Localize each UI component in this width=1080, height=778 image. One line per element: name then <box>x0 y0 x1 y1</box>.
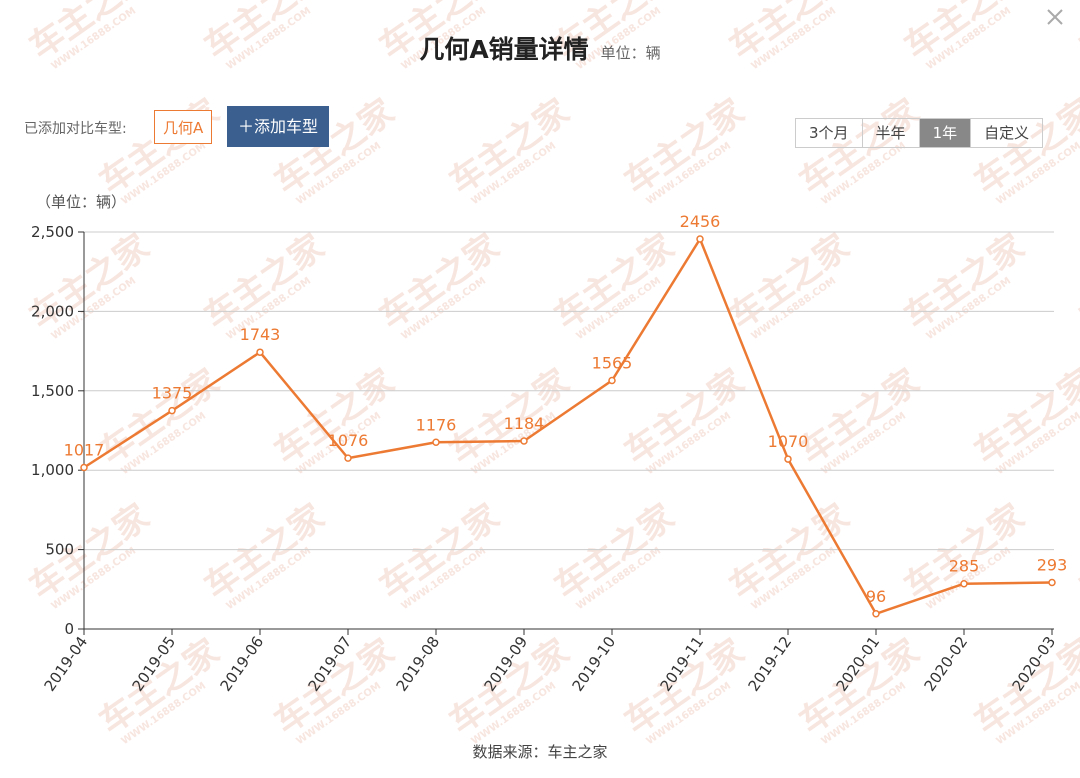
data-label: 1070 <box>768 432 809 451</box>
svg-text:车主之家: 车主之家 <box>372 227 506 338</box>
x-tick-label: 2019-10 <box>569 633 620 695</box>
svg-text:车主之家: 车主之家 <box>92 92 226 203</box>
data-point[interactable] <box>608 376 616 385</box>
data-point[interactable] <box>80 463 88 472</box>
data-point[interactable] <box>256 348 264 356</box>
svg-text:车主之家: 车主之家 <box>22 497 156 608</box>
y-tick-label: 2,500 <box>31 223 74 241</box>
svg-text:车主之家: 车主之家 <box>22 227 156 338</box>
y-tick-label: 1,000 <box>31 461 74 479</box>
x-tick-label: 2020-02 <box>921 633 972 695</box>
svg-text:车主之家: 车主之家 <box>722 227 856 338</box>
compare-models-label: 已添加对比车型: <box>24 121 127 137</box>
data-label: 1176 <box>416 415 457 434</box>
range-button-half-year[interactable]: 半年 <box>863 119 920 147</box>
svg-text:车主之家: 车主之家 <box>1072 0 1080 67</box>
series-layer <box>80 235 1056 618</box>
data-point[interactable] <box>432 438 440 447</box>
svg-text:车主之家: 车主之家 <box>197 227 331 338</box>
svg-text:车主之家: 车主之家 <box>1072 497 1080 608</box>
data-label: 1017 <box>64 441 105 460</box>
x-tick-label: 2019-04 <box>41 633 92 695</box>
header: 几何A销量详情 单位：辆 <box>0 30 1080 66</box>
svg-text:车主之家: 车主之家 <box>617 362 751 473</box>
svg-text:车主之家: 车主之家 <box>897 497 1031 608</box>
y-tick-label: 500 <box>45 541 74 559</box>
compare-model-tag[interactable]: 几何A <box>154 110 213 144</box>
data-point[interactable] <box>168 406 176 415</box>
grid-layer <box>84 231 1054 551</box>
data-label: 285 <box>949 557 980 576</box>
data-label: 2456 <box>680 212 721 231</box>
y-tick-label: 1,500 <box>31 382 74 400</box>
svg-text:车主之家: 车主之家 <box>92 362 226 473</box>
y-tick-label: 0 <box>64 620 74 638</box>
time-range-selector: 3个月 半年 1年 自定义 <box>795 118 1044 148</box>
svg-text:车主之家: 车主之家 <box>792 362 926 473</box>
svg-text:车主之家: 车主之家 <box>267 362 401 473</box>
data-label: 1743 <box>240 325 281 344</box>
data-source-note: 数据来源：车主之家 <box>472 743 608 761</box>
data-point[interactable] <box>960 579 968 588</box>
data-point[interactable] <box>784 455 792 463</box>
range-button-1-year[interactable]: 1年 <box>919 119 972 147</box>
svg-text:车主之家: 车主之家 <box>897 227 1031 338</box>
data-label: 1565 <box>592 353 633 372</box>
svg-text:车主之家: 车主之家 <box>617 92 751 203</box>
close-icon[interactable] <box>1044 6 1066 28</box>
x-tick-label: 2019-12 <box>745 633 796 695</box>
data-label: 1184 <box>504 414 545 433</box>
data-label: 293 <box>1037 555 1068 574</box>
svg-text:车主之家: 车主之家 <box>1072 227 1080 338</box>
y-axis-unit-label: （单位：辆） <box>36 193 126 211</box>
add-model-button[interactable]: ＋添加车型 <box>227 106 329 147</box>
y-tick-label: 2,000 <box>31 302 74 320</box>
svg-text:车主之家: 车主之家 <box>547 227 681 338</box>
svg-text:车主之家: 车主之家 <box>547 497 681 608</box>
page-title: 几何A销量详情 <box>419 35 589 64</box>
range-button-3-months[interactable]: 3个月 <box>796 119 863 147</box>
data-label-layer: 1017 1375 1743 1076 1176 1184 1565 2456 1070 96 28… <box>64 212 1068 606</box>
range-button-custom[interactable]: 自定义 <box>984 124 1030 142</box>
svg-text:车主之家: 车主之家 <box>372 497 506 608</box>
data-point[interactable] <box>872 610 880 618</box>
data-point[interactable] <box>344 454 352 462</box>
data-label: 96 <box>866 587 886 606</box>
svg-text:车主之家: 车主之家 <box>197 497 331 608</box>
data-label: 1375 <box>152 384 193 403</box>
svg-text:车主之家: 车主之家 <box>722 497 856 608</box>
unit-label: 单位：辆 <box>600 44 661 62</box>
series-line <box>83 237 1053 616</box>
data-point[interactable] <box>1048 578 1056 587</box>
data-point[interactable] <box>696 235 704 243</box>
svg-text:车主之家: 车主之家 <box>442 92 576 203</box>
data-label: 1076 <box>328 431 369 450</box>
data-point[interactable] <box>520 437 528 445</box>
